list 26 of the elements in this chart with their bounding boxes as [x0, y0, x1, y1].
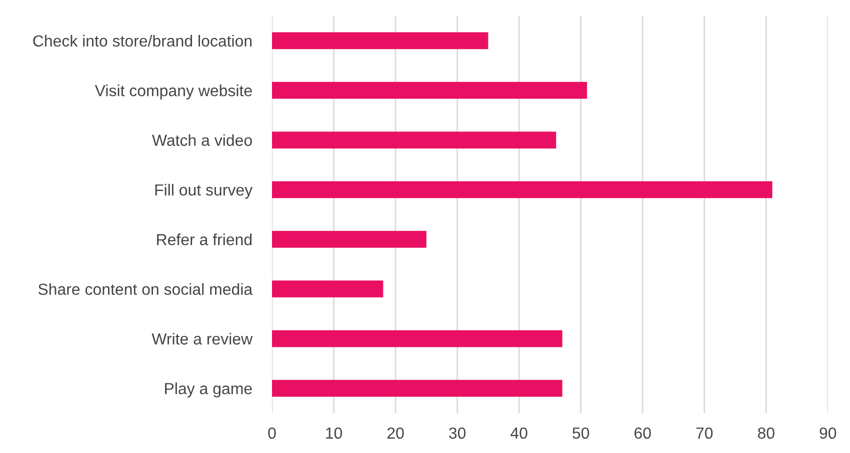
- y-tick-label: Fill out survey: [155, 184, 253, 199]
- y-tick-label: Share content on social media: [38, 283, 253, 295]
- y-tick-label: Check into store/brand location: [33, 34, 252, 47]
- bar: [272, 32, 488, 50]
- x-tick-label: 10: [326, 427, 342, 439]
- bar: [272, 82, 588, 99]
- x-tick-label: 0: [268, 427, 276, 439]
- x-tick-label: 30: [449, 427, 466, 439]
- bar: [272, 380, 562, 397]
- bar: [272, 132, 556, 148]
- bar: [272, 230, 426, 248]
- x-tick-label: 80: [758, 427, 774, 439]
- x-tick-label: 60: [634, 427, 651, 439]
- x-tick-label: 20: [387, 427, 404, 439]
- bar: [272, 330, 562, 348]
- x-tick-label: 90: [820, 427, 836, 439]
- x-tick-label: 40: [510, 427, 528, 439]
- bar: [272, 181, 772, 198]
- bar: [272, 280, 384, 298]
- y-tick-label: Play a game: [165, 382, 252, 398]
- y-tick-label: Visit company website: [94, 84, 252, 100]
- y-tick-label: Watch a video: [152, 134, 252, 146]
- x-tick-label: 50: [572, 427, 590, 439]
- y-tick-label: Write a review: [152, 332, 253, 345]
- x-tick-label: 70: [696, 427, 713, 439]
- y-tick-label: Refer a friend: [157, 234, 252, 246]
